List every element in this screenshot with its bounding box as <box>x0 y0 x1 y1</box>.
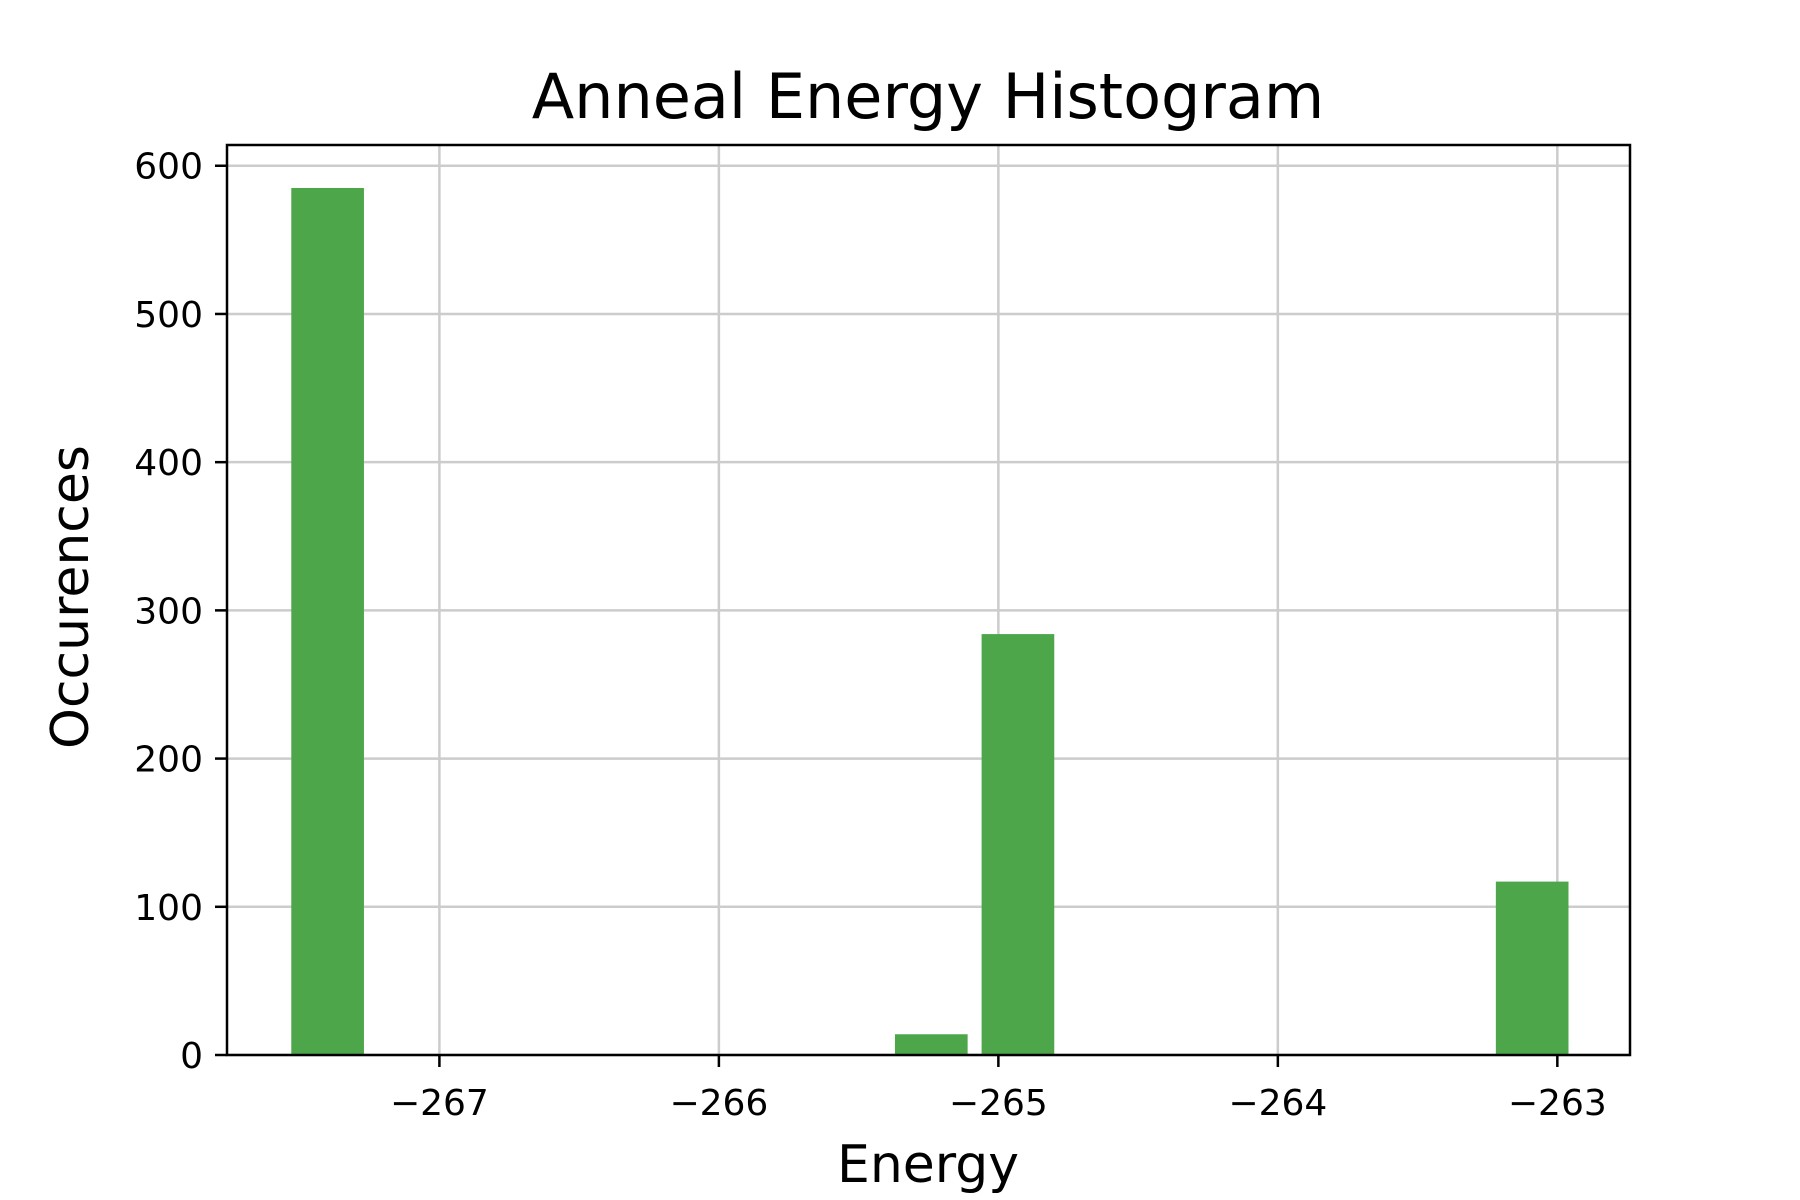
y-tick-label: 200 <box>134 740 203 781</box>
y-tick-label: 400 <box>134 443 203 484</box>
grid <box>227 145 1630 1057</box>
y-tick-label: 600 <box>134 147 203 188</box>
histogram-bar <box>291 187 364 1055</box>
chart-title: Anneal Energy Histogram <box>532 60 1324 133</box>
x-tick-label: −266 <box>669 1083 768 1124</box>
y-tick-label: 500 <box>134 295 203 336</box>
x-tick-label: −264 <box>1228 1083 1327 1124</box>
histogram-bar <box>894 1034 968 1055</box>
histogram-bar <box>1495 881 1569 1055</box>
y-tick-label: 100 <box>134 888 203 929</box>
y-tick-label: 300 <box>134 591 203 632</box>
x-tick-label: −265 <box>949 1083 1048 1124</box>
y-tick-label: 0 <box>180 1036 203 1077</box>
bars <box>291 187 1569 1055</box>
x-tick-label: −267 <box>390 1083 489 1124</box>
x-tick-label: −263 <box>1508 1083 1607 1124</box>
y-axis-label: Occurences <box>41 445 101 749</box>
x-axis-label: Energy <box>837 1135 1019 1195</box>
histogram-bar <box>981 634 1055 1055</box>
axis-ticks: −267 −266 −265 −264 −263 0 100 200 300 400 500 600 <box>134 147 1606 1124</box>
plot-frame <box>225 143 1632 1057</box>
